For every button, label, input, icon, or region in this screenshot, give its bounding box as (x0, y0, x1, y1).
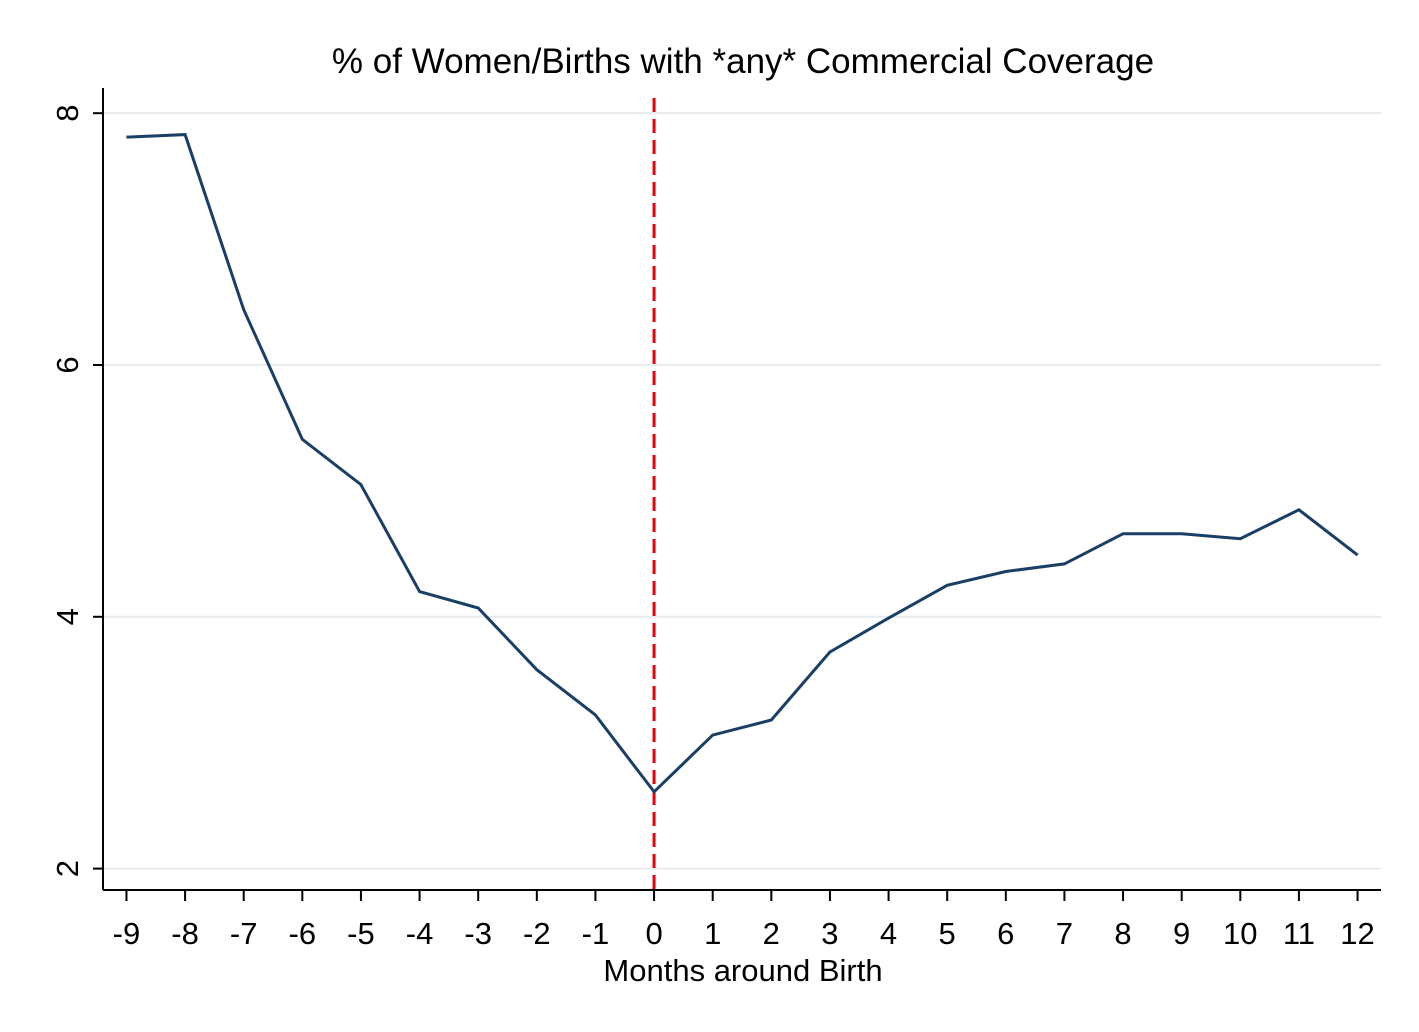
gridlines (103, 112, 1381, 870)
y-tick-label: 2 (50, 860, 85, 877)
y-tick-label: 8 (50, 105, 85, 122)
x-tick-label: 5 (939, 916, 956, 951)
chart-title: % of Women/Births with *any* Commercial … (332, 42, 1154, 81)
x-tick-label: -3 (464, 916, 492, 951)
x-tick-label: 7 (1056, 916, 1073, 951)
x-tick-label: 12 (1340, 916, 1374, 951)
y-tick-label: 6 (50, 356, 85, 373)
x-tick-label: -6 (289, 916, 317, 951)
series-line (126, 133, 1359, 795)
x-tick-label: 4 (880, 916, 897, 951)
x-tick-label: -4 (406, 916, 434, 951)
x-tick-label: -1 (582, 916, 610, 951)
x-tick-label: 3 (821, 916, 838, 951)
x-tick-label: 2 (763, 916, 780, 951)
x-tick-label: 10 (1223, 916, 1257, 951)
x-tick-label: 1 (704, 916, 721, 951)
x-tick-label: -2 (523, 916, 551, 951)
y-tick-label: 4 (50, 608, 85, 625)
x-tick-label: -7 (230, 916, 258, 951)
y-ticks: 2 4 6 8 (50, 105, 103, 877)
x-tick-label: 9 (1173, 916, 1190, 951)
x-tick-label: -8 (171, 916, 199, 951)
x-tick-label: 0 (645, 916, 662, 951)
x-tick-label: 11 (1283, 916, 1315, 951)
x-tick-label: 8 (1114, 916, 1131, 951)
axes (102, 88, 1381, 891)
x-tick-label: 6 (997, 916, 1014, 951)
x-tick-label: -9 (113, 916, 141, 951)
x-ticks: -9 -8 -7 -6 -5 -4 -3 -2 -1 0 1 2 3 4 5 6 7 8 9 10 11 12 (113, 890, 1375, 951)
x-axis-title: Months around Birth (603, 953, 882, 988)
x-tick-label: -5 (347, 916, 375, 951)
